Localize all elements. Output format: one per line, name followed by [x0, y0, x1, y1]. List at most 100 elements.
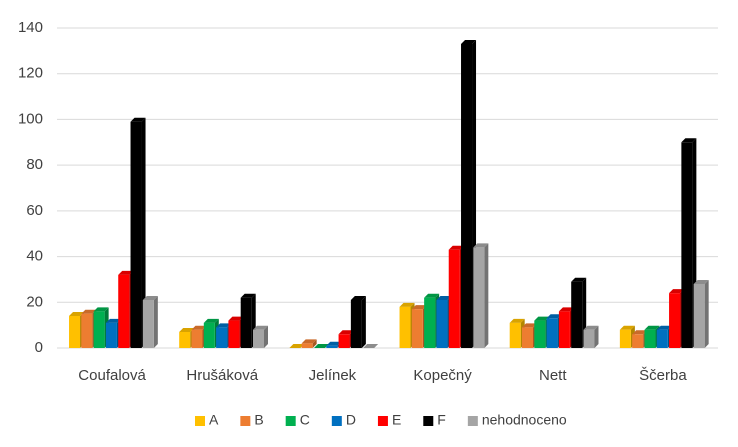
- bar-top: [142, 296, 158, 300]
- y-tick-label: 120: [18, 65, 43, 82]
- bar: [693, 284, 705, 348]
- bar-top: [130, 117, 146, 122]
- x-tick-label: Kopečný: [413, 367, 472, 384]
- bar: [203, 322, 215, 348]
- legend-swatch: [240, 416, 251, 426]
- legend-label: F: [437, 412, 446, 428]
- bar-top: [583, 325, 599, 330]
- y-tick-label: 40: [26, 248, 43, 265]
- x-tick-label: Nett: [539, 367, 567, 384]
- bar-top: [363, 344, 379, 348]
- bar-top: [669, 289, 685, 294]
- bar: [69, 316, 81, 348]
- bar-top: [473, 243, 489, 248]
- bar-side: [484, 243, 489, 348]
- bar: [546, 318, 558, 348]
- bar-side: [594, 325, 599, 348]
- bar: [583, 329, 595, 348]
- bar-top: [656, 325, 672, 330]
- bar: [350, 300, 362, 348]
- legend-label: D: [346, 412, 356, 428]
- bar: [142, 300, 154, 348]
- bar: [436, 300, 448, 348]
- bar-top: [424, 293, 440, 298]
- bar-top: [350, 296, 366, 300]
- bar: [105, 322, 117, 348]
- bar-top: [644, 325, 660, 330]
- y-tick-label: 0: [35, 339, 43, 356]
- bar-top: [338, 330, 354, 335]
- bar-side: [141, 117, 146, 348]
- bar-top: [461, 40, 477, 44]
- bar: [681, 142, 693, 348]
- bar-top: [240, 293, 256, 298]
- y-tick-label: 80: [26, 156, 43, 173]
- bar-side: [361, 296, 366, 348]
- bar-top: [411, 305, 427, 310]
- bar-top: [203, 318, 219, 323]
- bar: [130, 121, 142, 348]
- bar: [179, 332, 191, 348]
- bar-top: [632, 330, 648, 335]
- bar-top: [693, 280, 709, 284]
- bar: [461, 44, 473, 348]
- bar-top: [179, 328, 195, 332]
- bar-top: [93, 307, 109, 312]
- y-tick-label: 60: [26, 202, 43, 219]
- bar-top: [289, 344, 305, 348]
- bar-top: [301, 339, 317, 344]
- bar: [93, 311, 105, 348]
- bar: [240, 297, 252, 348]
- legend-swatch: [331, 416, 342, 426]
- legend-label: C: [300, 412, 310, 428]
- bar: [656, 329, 668, 348]
- legend-swatch: [467, 416, 478, 426]
- bar-side: [153, 296, 158, 348]
- bar-top: [448, 245, 464, 250]
- bar: [301, 343, 313, 348]
- x-tick-label: Ščerba: [639, 367, 687, 384]
- bar-top: [313, 344, 329, 348]
- bar: [448, 249, 460, 348]
- bar: [253, 329, 264, 348]
- legend-label: E: [392, 412, 401, 428]
- bar-top: [509, 318, 525, 323]
- bar: [228, 320, 240, 348]
- bar-top: [105, 318, 121, 323]
- bar: [632, 334, 644, 348]
- y-tick-label: 100: [18, 110, 43, 127]
- x-tick-label: Hrušáková: [186, 367, 258, 384]
- bar-top: [522, 323, 537, 328]
- bar: [216, 327, 228, 348]
- bar-top: [69, 312, 85, 316]
- bar-top: [216, 323, 232, 328]
- bar: [522, 327, 533, 348]
- bar: [619, 329, 631, 348]
- bar: [473, 247, 485, 348]
- bar: [424, 297, 436, 348]
- legend-label: A: [209, 412, 219, 428]
- bar: [191, 329, 203, 348]
- bar: [326, 345, 338, 348]
- legend-swatch: [423, 416, 434, 426]
- bar-side: [704, 280, 709, 348]
- bar: [81, 313, 93, 348]
- legend-label: nehodnoceno: [482, 412, 567, 428]
- bar: [571, 281, 583, 348]
- bar-top: [619, 325, 635, 330]
- x-tick-label: Jelínek: [309, 367, 357, 384]
- legend-swatch: [377, 416, 388, 426]
- x-tick-label: Coufalová: [78, 367, 146, 384]
- bar-top: [228, 316, 244, 321]
- legend-swatch: [195, 416, 205, 426]
- bar: [338, 334, 350, 348]
- bar-top: [118, 270, 134, 275]
- bar-top: [534, 316, 550, 321]
- bar: [558, 311, 570, 348]
- bar: [411, 309, 423, 348]
- y-tick-label: 140: [18, 19, 43, 36]
- bar: [118, 274, 130, 348]
- bar: [399, 306, 411, 348]
- bar-top: [253, 325, 268, 330]
